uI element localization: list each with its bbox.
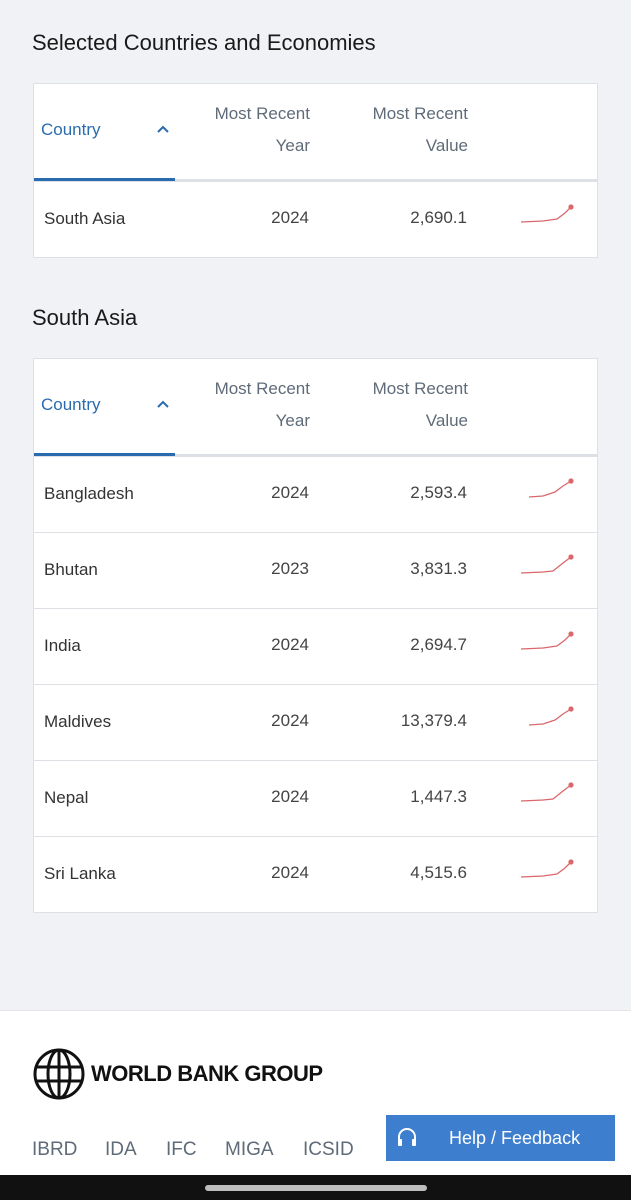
year-cell: 2023 [271, 559, 309, 578]
year-cell: 2024 [271, 711, 309, 730]
sparkline [521, 204, 574, 223]
active-underline [34, 178, 175, 181]
data-table: Country Most Recent Year Most Recent Value… [33, 358, 598, 913]
table-row: India 2024 2,694.7 [34, 608, 597, 684]
country-name: South Asia [44, 209, 126, 228]
table-row: Bangladesh 2024 2,593.4 [34, 456, 597, 532]
country-name: Maldives [44, 712, 112, 731]
country-name: Bhutan [44, 560, 98, 579]
footer-link[interactable]: IFC [166, 1139, 197, 1160]
sparkline [521, 631, 574, 650]
sort-header[interactable]: Country [41, 120, 101, 139]
value-cell: 13,379.4 [400, 711, 467, 730]
year-cell: 2024 [271, 863, 309, 882]
section-title: Selected Countries and Economies [32, 30, 376, 55]
value-cell: 4,515.6 [410, 863, 467, 882]
sort-chevron[interactable] [156, 399, 170, 409]
footer: WORLD BANK GROUP IBRD IDA IFC MIGA ICSID… [0, 1010, 631, 1176]
value-cell: 2,690.1 [410, 208, 467, 227]
footer-link[interactable]: IDA [105, 1139, 137, 1160]
country-name: Bangladesh [44, 484, 134, 503]
sort-header[interactable]: Country [41, 395, 101, 414]
country-name: Nepal [44, 788, 89, 807]
active-underline [34, 453, 175, 456]
column-header: Most Recent Value [372, 379, 468, 430]
column-header: Most Recent Year [214, 379, 310, 430]
section-title: South Asia [32, 305, 138, 330]
footer-link[interactable]: ICSID [303, 1139, 354, 1160]
system-nav-bar [0, 1175, 631, 1200]
sparkline [528, 478, 574, 498]
value-cell: 3,831.3 [410, 559, 467, 578]
country-name: Sri Lanka [44, 864, 116, 883]
year-cell: 2024 [271, 635, 309, 654]
value-cell: 2,694.7 [410, 635, 467, 654]
year-cell: 2024 [271, 483, 309, 502]
sort-chevron[interactable] [156, 124, 170, 134]
value-cell: 2,593.4 [410, 483, 467, 502]
sparkline [528, 706, 574, 726]
home-handle [205, 1185, 427, 1191]
logo-globe [33, 1048, 85, 1100]
sparkline [521, 782, 574, 802]
table-row: South Asia 2024 2,690.1 [34, 181, 597, 257]
sparkline [521, 554, 574, 574]
data-table: Country Most Recent Year Most Recent Value… [33, 83, 598, 258]
table-header: Country Most Recent Year Most Recent Value [34, 84, 597, 181]
footer-link[interactable]: IBRD [32, 1139, 78, 1160]
year-cell: 2024 [271, 208, 309, 227]
table-row: Sri Lanka 2024 4,515.6 [34, 836, 597, 912]
table-row: Maldives 2024 13,379.4 [34, 684, 597, 760]
country-name: India [44, 636, 81, 655]
table-row: Bhutan 2023 3,831.3 [34, 532, 597, 608]
column-header: Most Recent Year [214, 104, 310, 155]
table-header: Country Most Recent Year Most Recent Value [34, 359, 597, 456]
sparkline [521, 859, 574, 878]
help-label: Help / Feedback [449, 1128, 581, 1148]
column-header: Most Recent Value [372, 104, 468, 155]
footer-link[interactable]: MIGA [225, 1139, 274, 1160]
year-cell: 2024 [271, 787, 309, 806]
help-button[interactable]: Help / Feedback [386, 1115, 615, 1161]
logo-text[interactable]: WORLD BANK GROUP [91, 1061, 323, 1086]
table-row: Nepal 2024 1,447.3 [34, 760, 597, 836]
headset-icon [398, 1128, 416, 1146]
value-cell: 1,447.3 [410, 787, 467, 806]
